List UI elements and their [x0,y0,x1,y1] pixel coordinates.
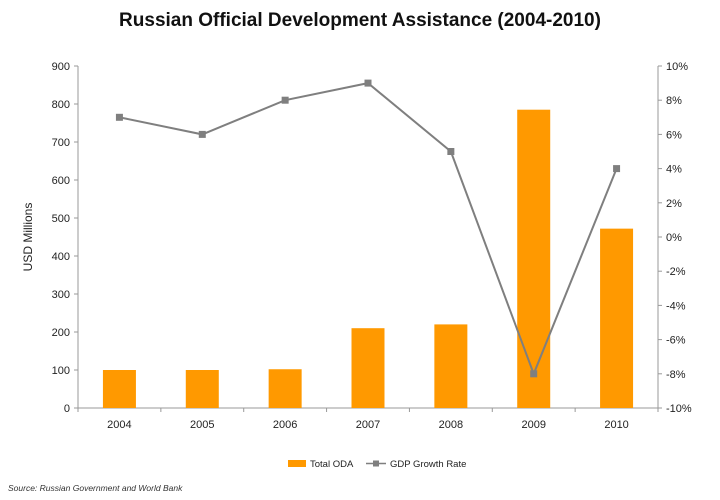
bar-total-oda-2009 [517,109,551,408]
bar-total-oda-2006 [268,369,302,408]
legend: Total ODA GDP Growth Rate [288,459,466,470]
left-tick-label: 300 [52,289,70,301]
right-tick-label: -6% [666,335,686,347]
left-tick-label: 0 [64,403,70,415]
right-tick-label: -2% [666,266,686,278]
gdp-growth-point-2006 [281,96,289,104]
x-tick-label: 2004 [107,419,131,431]
bar-total-oda-2010 [600,228,634,408]
x-tick-label: 2005 [190,419,214,431]
left-tick-label: 900 [52,61,70,73]
source-note: Source: Russian Government and World Ban… [8,483,183,493]
bar-total-oda-2008 [434,324,468,408]
x-tick-label: 2009 [521,419,545,431]
bar-total-oda-2007 [351,328,385,408]
tick-labels: 0 100 200 300 400 500 600 700 800 900 -10% -8% -6% -4… [52,61,692,431]
left-tick-label: 800 [52,99,70,111]
right-tick-label: -8% [666,369,686,381]
bar-total-oda-2005 [185,370,219,408]
left-tick-label: 700 [52,137,70,149]
left-tick-label: 600 [52,175,70,187]
left-tick-label: 400 [52,251,70,263]
left-tick-label: 200 [52,327,70,339]
gdp-growth-point-2010 [613,165,621,173]
left-tick-label: 100 [52,365,70,377]
gdp-growth-point-2008 [447,148,455,155]
gdp-growth-point-2005 [198,130,206,138]
x-tick-label: 2008 [439,419,463,431]
bar-total-oda-2004 [102,370,136,408]
right-tick-label: 2% [666,198,682,210]
right-tick-label: -10% [666,403,692,415]
right-tick-label: 0% [666,232,682,244]
gdp-growth-point-2007 [364,79,372,87]
legend-label-gdp-growth: GDP Growth Rate [390,459,466,470]
right-tick-label: 6% [666,129,682,141]
bars-group [102,109,634,408]
legend-swatch-gdp-marker [373,460,379,467]
left-tick-label: 500 [52,213,70,225]
gdp-growth-point-2004 [115,113,123,121]
right-tick-label: 10% [666,61,688,73]
legend-label-total-oda: Total ODA [310,459,354,470]
right-tick-label: 8% [666,95,682,107]
line-series-group [115,79,621,378]
gdp-growth-point-2009 [530,370,538,378]
x-tick-label: 2007 [356,419,380,431]
x-tick-label: 2010 [604,419,628,431]
y-axis-title: USD Millions [21,203,35,272]
right-tick-label: -4% [666,300,686,312]
legend-swatch-total-oda [288,460,306,467]
chart-title: Russian Official Development Assistance … [119,10,601,31]
x-tick-label: 2006 [273,419,297,431]
right-tick-label: 4% [666,164,682,176]
